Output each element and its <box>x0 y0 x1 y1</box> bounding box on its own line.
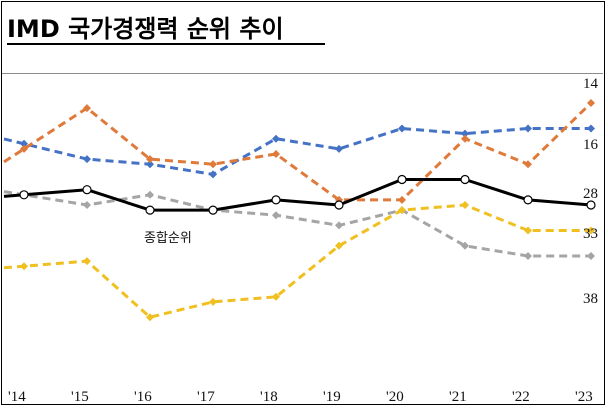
series-0-point-3 <box>208 205 218 215</box>
series-1-point-4 <box>272 134 280 143</box>
series-0-point-4 <box>271 195 281 205</box>
series-2-point-8 <box>524 160 532 169</box>
series-1-point-9 <box>587 124 595 133</box>
series-4-point-1 <box>83 257 91 266</box>
series-1-point-8 <box>524 124 532 133</box>
series-end-label-4: 33 <box>583 226 598 242</box>
series-1-point-5 <box>335 144 343 153</box>
series-line-0 <box>3 178 592 212</box>
series-0-point-8 <box>523 195 533 205</box>
series-3-point-4 <box>272 211 280 220</box>
series-end-label-2: 14 <box>583 76 599 92</box>
series-2-point-1 <box>83 104 91 113</box>
x-tick-label-2: '16 <box>134 389 152 405</box>
series-1-point-6 <box>398 124 406 133</box>
series-0-point-9 <box>586 200 596 210</box>
series-2-point-4 <box>272 150 280 158</box>
series-1-point-2 <box>146 160 154 169</box>
series-3-point-2 <box>146 190 154 199</box>
series-2-point-7 <box>461 134 469 143</box>
x-tick-label-9: '23 <box>575 389 593 405</box>
series-4-point-4 <box>272 292 280 301</box>
series-4-point-7 <box>461 201 469 209</box>
series-0-point-6 <box>397 174 407 185</box>
series-end-label-1: 16 <box>583 137 599 153</box>
series-line-2 <box>3 101 593 202</box>
series-1-point-7 <box>461 129 469 138</box>
title-underline <box>7 43 325 45</box>
x-tick-label-3: '17 <box>197 389 215 405</box>
series-3-point-1 <box>83 201 91 209</box>
series-3-point-9 <box>587 252 595 260</box>
series-3-point-5 <box>335 221 343 230</box>
series-1-point-0 <box>20 139 28 148</box>
series-line-4 <box>3 203 591 319</box>
series-1-point-3 <box>209 170 217 179</box>
series-0-point-1 <box>82 185 92 195</box>
series-1-point-1 <box>83 155 91 164</box>
x-tick-label-1: '15 <box>71 389 89 405</box>
series-0-point-5 <box>334 200 344 210</box>
series-0-point-7 <box>460 174 470 185</box>
x-tick-label-8: '22 <box>512 389 530 405</box>
series-4-point-9 <box>587 226 595 235</box>
x-tick-label-7: '21 <box>449 389 467 405</box>
x-tick-label-0: '14 <box>8 389 26 405</box>
x-tick-label-5: '19 <box>323 389 341 405</box>
series-3-point-7 <box>461 241 469 250</box>
series-2-point-3 <box>209 160 217 169</box>
series-4-point-6 <box>398 206 406 215</box>
annotation-label: 종합순위 <box>144 231 192 246</box>
series-4-point-5 <box>335 241 343 250</box>
series-2-point-0 <box>20 144 28 153</box>
series-2-point-6 <box>398 195 406 204</box>
series-4-point-0 <box>20 262 28 271</box>
plot-top-border <box>2 73 603 74</box>
series-4-point-8 <box>524 226 532 235</box>
x-tick-label-4: '18 <box>260 389 278 405</box>
series-2-point-9 <box>587 99 595 107</box>
series-2-point-2 <box>146 155 154 164</box>
series-4-point-3 <box>209 297 217 306</box>
series-end-label-3: 38 <box>583 291 598 307</box>
series-0-point-2 <box>145 205 155 215</box>
x-tick-label-6: '20 <box>386 389 404 405</box>
series-end-label-0: 28 <box>583 186 598 202</box>
series-3-point-8 <box>524 252 532 260</box>
chart-title: IMD 국가경쟁력 순위 추이 <box>7 15 284 43</box>
series-4-point-2 <box>146 313 154 322</box>
series-0-point-0 <box>19 190 29 200</box>
series-line-1 <box>3 127 591 176</box>
